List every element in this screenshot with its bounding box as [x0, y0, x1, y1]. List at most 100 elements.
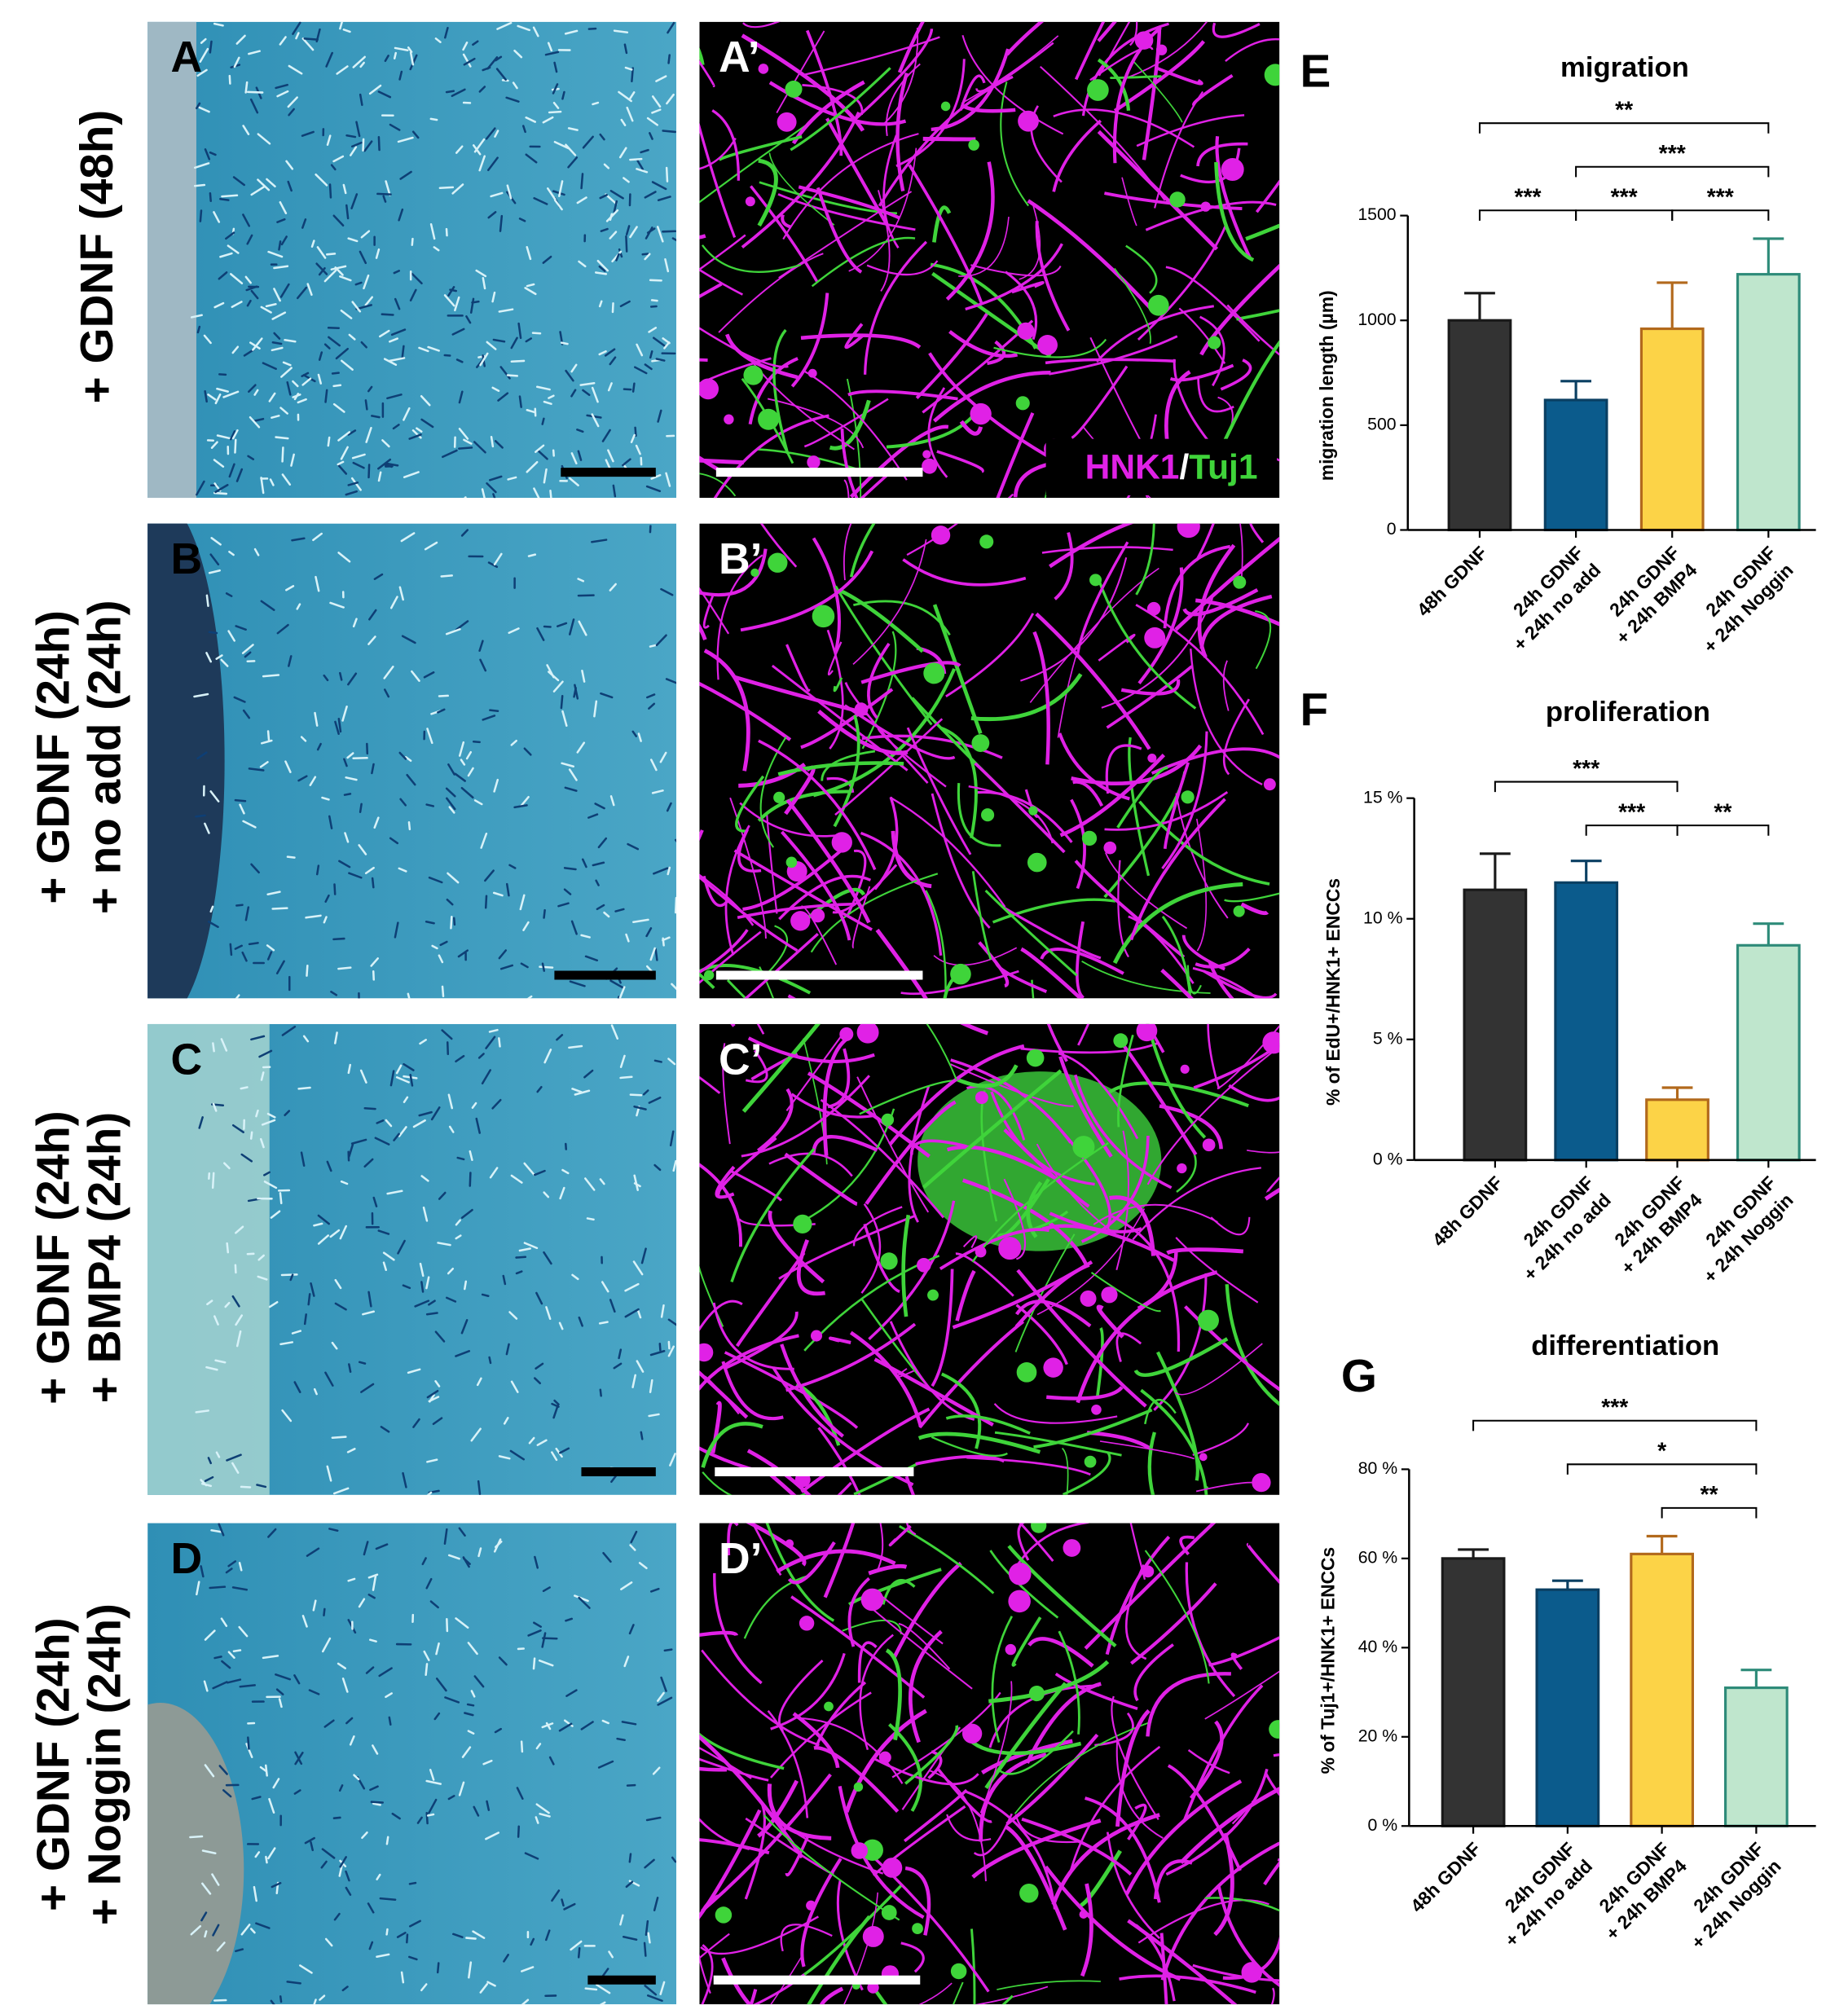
neurite — [778, 1659, 824, 1733]
x-tick-label: 48h GDNF — [1428, 1172, 1507, 1250]
cell-body — [1018, 110, 1039, 132]
cell — [240, 1153, 253, 1163]
neurite — [1039, 65, 1166, 201]
cell — [447, 286, 455, 297]
cell — [190, 314, 203, 319]
cell — [381, 439, 390, 448]
neurite — [816, 187, 863, 274]
cell — [495, 68, 507, 81]
neurite — [971, 1818, 1102, 1879]
cell — [244, 81, 249, 94]
neurite — [790, 67, 891, 152]
cell — [218, 271, 228, 280]
cell — [359, 250, 367, 265]
neurite — [1185, 1562, 1236, 1698]
neurite — [777, 761, 904, 776]
cell — [219, 197, 230, 201]
neurite — [829, 1336, 851, 1344]
cell — [657, 196, 671, 202]
neurite — [847, 1576, 870, 1647]
row-label: + GDNF (24h) — [28, 1617, 79, 1911]
phase-image — [147, 523, 677, 999]
cell — [389, 123, 401, 131]
stain-tuj1: Tuj1 — [1189, 449, 1257, 487]
neurite — [713, 1572, 763, 1685]
cell — [662, 337, 671, 345]
cell — [377, 458, 392, 470]
cell — [487, 211, 497, 219]
cell — [563, 888, 572, 895]
cell — [353, 1774, 360, 1781]
neurite — [955, 1269, 976, 1321]
cell — [523, 1242, 539, 1250]
neurite — [1062, 1451, 1111, 1495]
neurite — [1096, 577, 1197, 710]
cell — [361, 1831, 368, 1840]
cell — [372, 1744, 379, 1755]
cell — [571, 1088, 583, 1093]
cell — [385, 1692, 393, 1699]
cell — [454, 772, 466, 782]
cell — [611, 301, 614, 314]
cell — [611, 250, 623, 263]
neurite — [882, 134, 900, 248]
cell — [341, 1985, 349, 1992]
cell — [248, 384, 257, 394]
neurite — [701, 1944, 714, 2005]
cell-body — [1008, 1563, 1032, 1585]
neurite — [699, 681, 792, 741]
cell — [332, 214, 345, 227]
fluorescence-image — [699, 21, 1280, 499]
cell — [275, 1673, 292, 1681]
cell — [441, 1029, 453, 1040]
cell — [451, 328, 465, 336]
x-tick-label-group: 24h GDNF+ 24h Noggin — [1699, 1172, 1797, 1286]
cell — [505, 882, 510, 897]
neurite — [740, 550, 874, 632]
neurite — [1210, 1216, 1251, 1236]
cell — [515, 1270, 523, 1275]
neurite — [822, 1036, 850, 1156]
neurite — [767, 1471, 797, 1495]
cell — [419, 1262, 425, 1277]
cell — [279, 407, 288, 415]
cell — [508, 627, 520, 635]
cell — [659, 1981, 666, 1995]
cell-body — [968, 139, 979, 151]
cell-body — [950, 963, 971, 985]
cell — [225, 1568, 233, 1574]
cell-body — [1199, 1453, 1208, 1462]
cell-body — [1101, 1286, 1118, 1304]
neurite — [1160, 968, 1195, 999]
neurite — [957, 783, 1001, 847]
neurite — [991, 1616, 1014, 1743]
neurite — [1136, 114, 1245, 147]
neurite — [771, 664, 909, 772]
cell — [195, 1409, 209, 1414]
cell — [368, 84, 382, 95]
neurite — [699, 875, 799, 952]
cell-body — [1136, 1023, 1158, 1042]
cell — [200, 1482, 213, 1488]
cell — [260, 477, 265, 495]
tissue — [147, 1703, 244, 2005]
cell — [448, 1125, 455, 1133]
neurite — [1266, 1176, 1280, 1194]
cell-body — [922, 450, 931, 459]
neurite — [1044, 1865, 1181, 1981]
cell — [445, 90, 455, 94]
cell — [257, 178, 271, 191]
cell — [347, 482, 359, 486]
cell — [526, 246, 532, 261]
cell — [636, 160, 644, 170]
neurite — [721, 1361, 784, 1421]
neurite — [1076, 1270, 1218, 1404]
neurite — [933, 947, 1018, 966]
cell — [375, 1543, 389, 1550]
cell — [281, 1025, 297, 1036]
row-label: + GDNF (24h) — [28, 610, 79, 904]
cell — [556, 1034, 564, 1041]
cell — [462, 1557, 471, 1565]
neurite — [800, 1858, 843, 1968]
cell — [194, 162, 210, 169]
